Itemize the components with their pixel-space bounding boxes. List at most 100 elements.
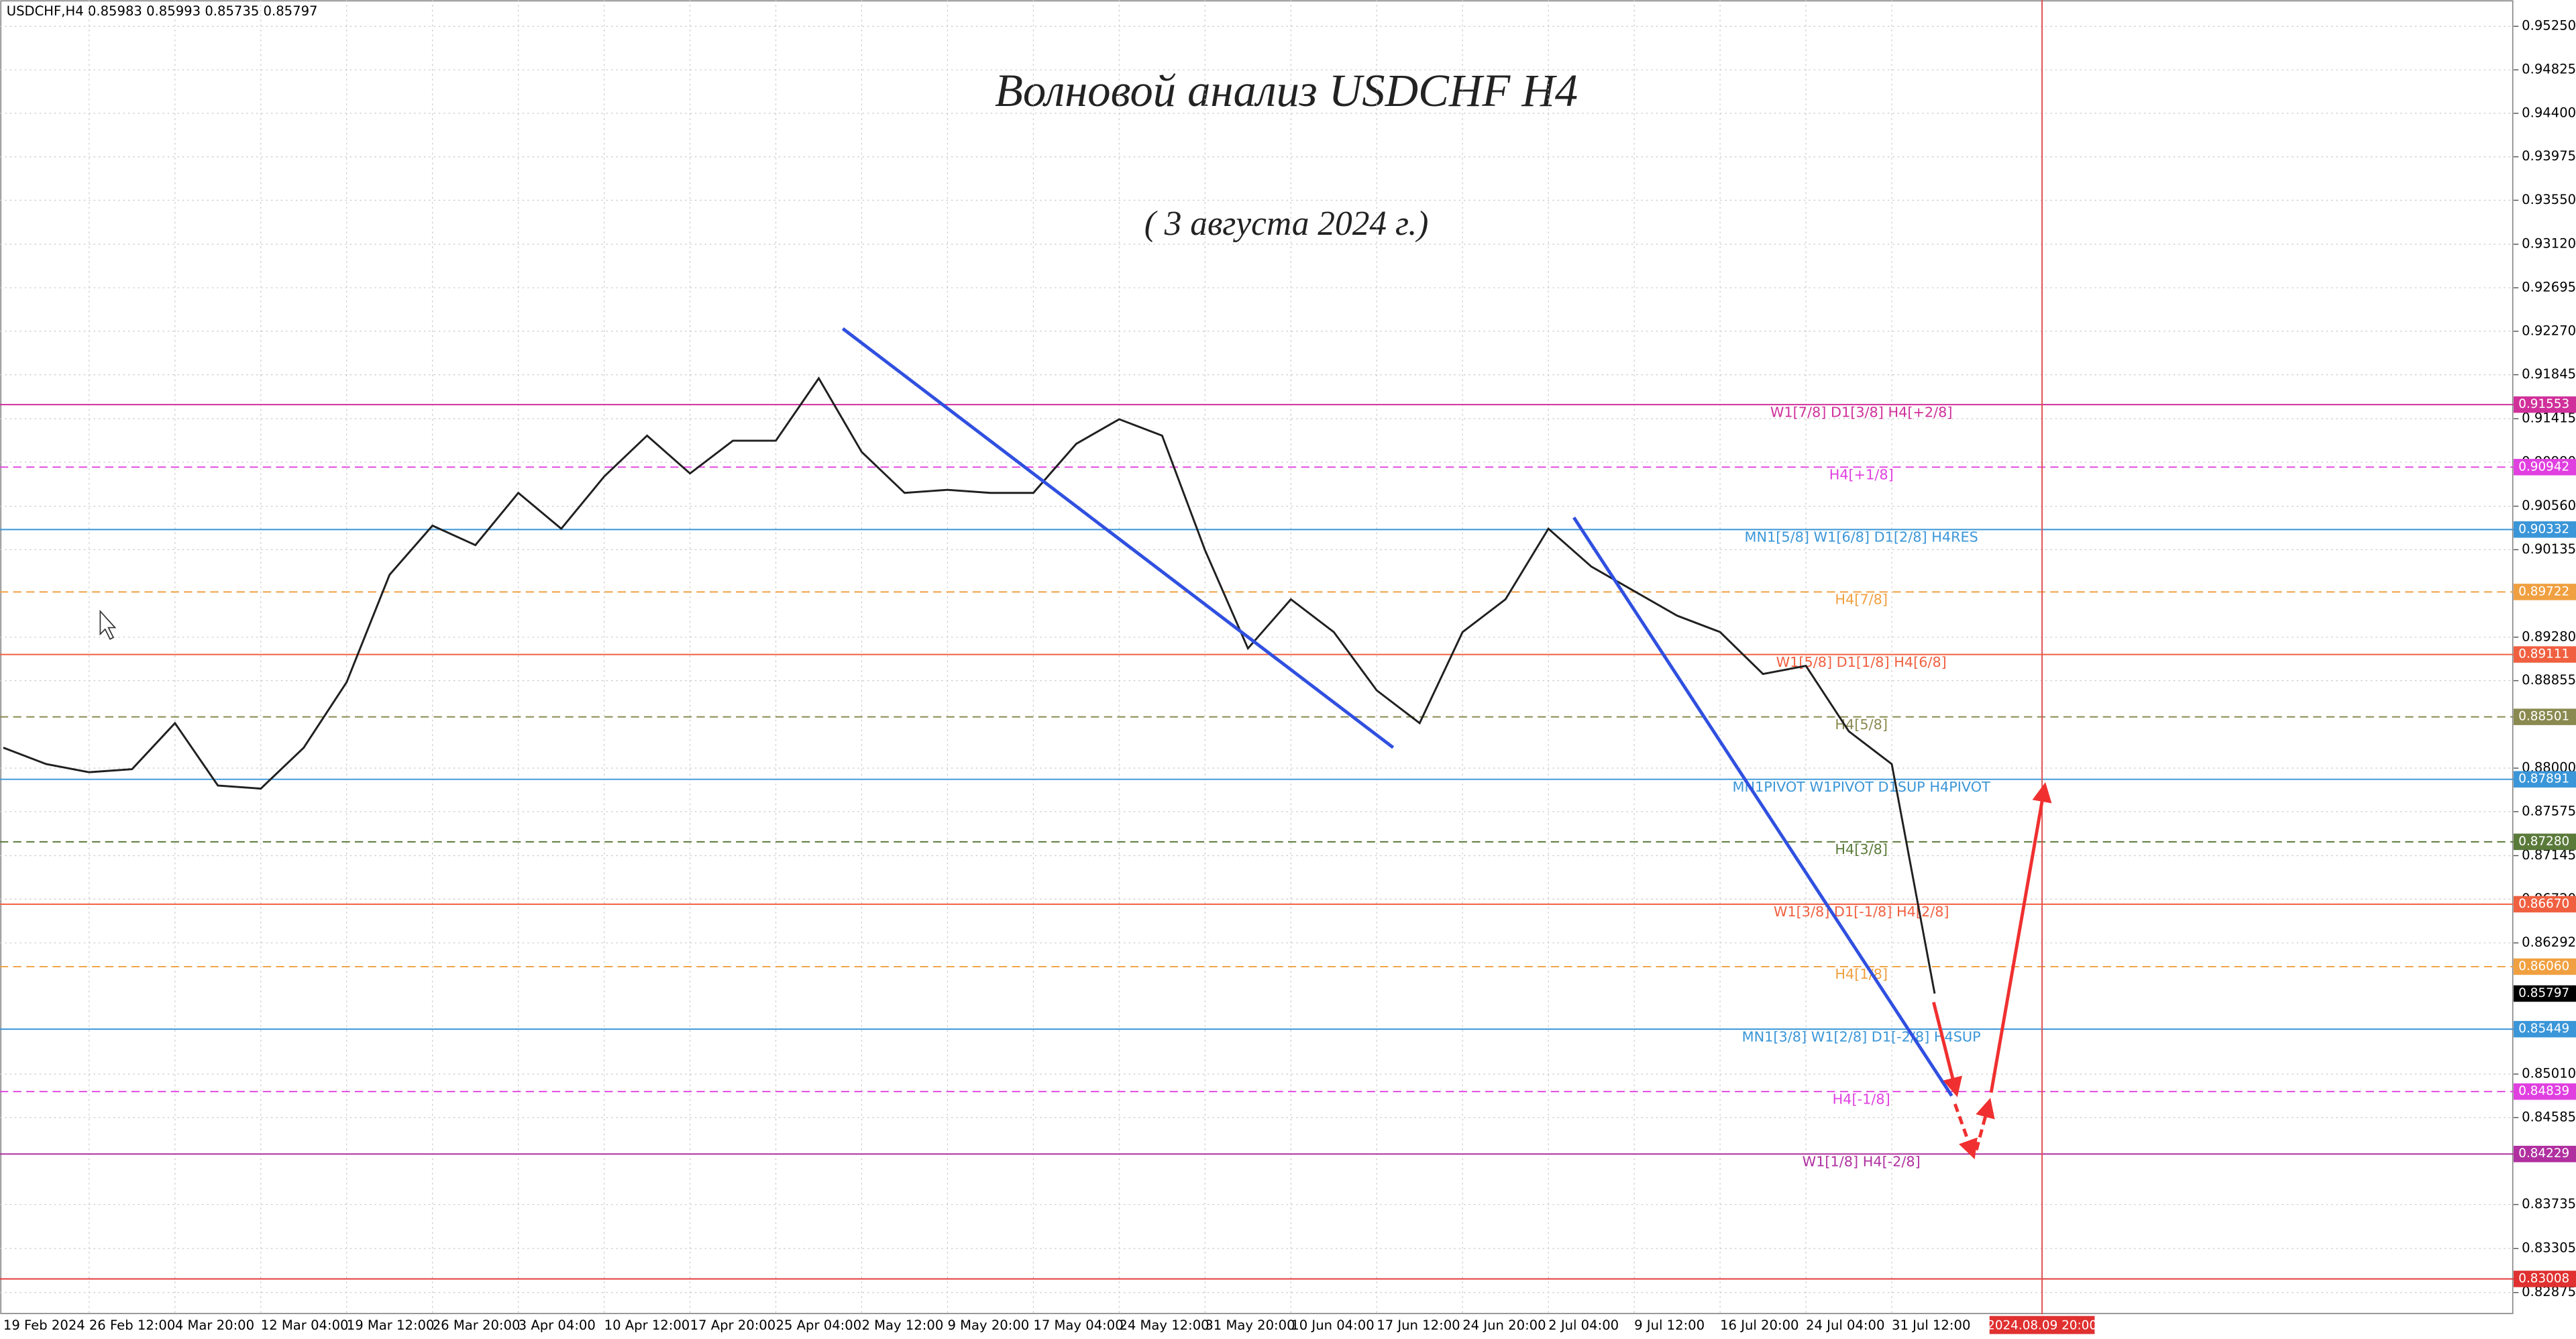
symbol: USDCHF,H4 — [7, 3, 84, 19]
x-tick-label: 19 Mar 12:00 — [347, 1318, 435, 1333]
level-label: H4[1/8] — [1835, 966, 1888, 982]
level-label: H4[3/8] — [1835, 841, 1888, 857]
price-box — [2513, 958, 2576, 975]
x-tick-label: 10 Apr 12:00 — [604, 1318, 690, 1333]
x-tick-label: 3 Apr 04:00 — [519, 1318, 596, 1333]
price-box-label: 0.86670 — [2518, 897, 2569, 911]
y-tick-label: 0.84585 — [2522, 1109, 2576, 1124]
price-box-label: 0.91553 — [2518, 397, 2569, 411]
mouse-cursor — [99, 609, 117, 640]
y-tick-label: 0.94400 — [2522, 105, 2576, 120]
price-box-label: 0.89111 — [2518, 647, 2569, 661]
level-label: MN1PIVOT W1PIVOT D1SUP H4PIVOT — [1733, 779, 1991, 795]
price-box-label: 0.84229 — [2518, 1146, 2569, 1161]
x-tick-label: 17 Jun 12:00 — [1377, 1318, 1460, 1333]
price-box-label: 0.87891 — [2518, 772, 2569, 786]
x-tick-label: 31 Jul 12:00 — [1892, 1318, 1970, 1333]
trend-line — [841, 327, 1395, 749]
price-box — [2513, 646, 2576, 663]
level-label: W1[5/8] D1[1/8] H4[6/8] — [1776, 654, 1947, 670]
level-label: MN1[5/8] W1[6/8] D1[2/8] H4RES — [1745, 529, 1978, 545]
y-tick-label: 0.83735 — [2522, 1196, 2576, 1212]
x-tick-label: 24 Jun 20:00 — [1462, 1318, 1546, 1333]
price-box — [2513, 521, 2576, 538]
price-box — [2513, 896, 2576, 913]
chart-title: Волновой анализ USDCHF H4 — [995, 65, 1578, 116]
y-tick-label: 0.88855 — [2522, 672, 2576, 688]
y-tick-label: 0.91415 — [2522, 411, 2576, 426]
y-tick-label: 0.86292 — [2522, 934, 2576, 950]
price-box-label: 0.84839 — [2518, 1084, 2569, 1098]
price-box — [2513, 396, 2576, 413]
x-tick-label: 31 May 20:00 — [1205, 1318, 1295, 1333]
price-box — [2513, 1145, 2576, 1163]
trend-line — [1572, 517, 1953, 1097]
y-tick-label: 0.93120 — [2522, 236, 2576, 252]
chart-header: USDCHF,H4 0.85983 0.85993 0.85735 0.8579… — [7, 3, 318, 19]
low: 0.85735 — [205, 3, 259, 19]
forecast-arrow — [1953, 1103, 1978, 1160]
chart-subtitle: ( 3 августа 2024 г.) — [1144, 205, 1429, 243]
x-tick-label: 24 Jul 04:00 — [1806, 1318, 1884, 1333]
y-tick-label: 0.90135 — [2522, 541, 2576, 557]
y-tick-label: 0.95250 — [2522, 18, 2576, 34]
price-box-label: 0.88501 — [2518, 710, 2569, 724]
cursor-time-label: 2024.08.09 20:00 — [1987, 1318, 2097, 1332]
x-tick-label: 24 May 12:00 — [1119, 1318, 1209, 1333]
price-box-label: 0.87280 — [2518, 835, 2569, 849]
plot-border — [0, 0, 2514, 1314]
y-tick-label: 0.91845 — [2522, 366, 2576, 382]
level-label: W1[3/8] D1[-1/8] H4[2/8] — [1774, 904, 1949, 920]
level-label: H4[5/8] — [1835, 716, 1888, 733]
x-tick-label: 17 Apr 20:00 — [690, 1318, 776, 1333]
level-label: W1[1/8] H4[-2/8] — [1803, 1153, 1921, 1169]
level-label: H4[+1/8] — [1829, 467, 1894, 483]
x-tick-label: 25 Apr 04:00 — [776, 1318, 862, 1333]
y-tick-label: 0.83305 — [2522, 1240, 2576, 1256]
price-box-label: 0.90942 — [2518, 460, 2569, 474]
current-price-box — [2513, 985, 2576, 1002]
y-tick-label: 0.92270 — [2522, 323, 2576, 338]
x-tick-label: 9 May 20:00 — [947, 1318, 1029, 1333]
price-box-label: 0.89722 — [2518, 584, 2569, 598]
y-tick-label: 0.87145 — [2522, 847, 2576, 863]
price-box — [2513, 1271, 2576, 1287]
price-box-label: 0.90332 — [2518, 522, 2569, 536]
price-box-label: 0.85449 — [2518, 1022, 2569, 1036]
y-tick-label: 0.94825 — [2522, 62, 2576, 77]
open: 0.85983 — [88, 3, 142, 19]
level-label: W1[7/8] D1[3/8] H4[+2/8] — [1770, 404, 1953, 420]
y-tick-label: 0.87575 — [2522, 803, 2576, 818]
x-tick-label: 16 Jul 20:00 — [1720, 1318, 1799, 1333]
forecast-arrow — [1989, 782, 2052, 1093]
y-tick-label: 0.82875 — [2522, 1284, 2576, 1299]
price-box — [2513, 833, 2576, 851]
price-box-label: 0.86060 — [2518, 959, 2569, 973]
x-tick-label: 9 Jul 12:00 — [1634, 1318, 1705, 1333]
cursor-time-box — [1989, 1316, 2095, 1334]
current-price-label: 0.85797 — [2518, 986, 2569, 1000]
high: 0.85993 — [146, 3, 201, 19]
price-box-label: 0.83008 — [2518, 1271, 2569, 1285]
x-tick-label: 2 May 12:00 — [861, 1318, 943, 1333]
x-tick-label: 19 Feb 2024 — [3, 1318, 85, 1333]
x-tick-label: 10 Jun 04:00 — [1291, 1318, 1374, 1333]
x-tick-label: 17 May 04:00 — [1033, 1318, 1123, 1333]
y-tick-label: 0.92695 — [2522, 279, 2576, 294]
level-label: H4[7/8] — [1835, 592, 1888, 608]
x-tick-label: 2 Jul 04:00 — [1548, 1318, 1619, 1333]
forecast-arrow — [1932, 1002, 1962, 1097]
y-tick-label: 0.93975 — [2522, 148, 2576, 164]
x-tick-label: 26 Mar 20:00 — [433, 1318, 521, 1333]
x-tick-label: 12 Mar 04:00 — [261, 1318, 349, 1333]
x-tick-label: 26 Feb 12:00 — [89, 1318, 175, 1333]
price-box — [2513, 771, 2576, 788]
price-box — [2513, 459, 2576, 476]
price-box — [2513, 1020, 2576, 1038]
forecast-arrow — [1974, 1097, 1995, 1150]
price-box — [2513, 584, 2576, 600]
y-tick-label: 0.93550 — [2522, 192, 2576, 207]
